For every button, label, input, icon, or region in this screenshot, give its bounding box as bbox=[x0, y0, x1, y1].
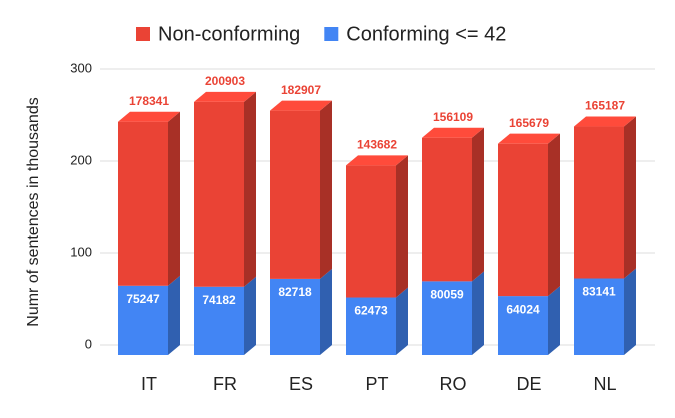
data-label: 200903 bbox=[205, 74, 245, 88]
x-tick-label: FR bbox=[213, 374, 237, 394]
data-label: 64024 bbox=[506, 302, 540, 316]
bar bbox=[270, 278, 320, 355]
bar-top bbox=[422, 127, 484, 138]
legend-label: Non-conforming bbox=[158, 23, 300, 45]
bar bbox=[118, 285, 168, 355]
y-axis-label: Numr of sentences in thousands bbox=[25, 97, 42, 326]
x-tick-label: NL bbox=[593, 374, 616, 394]
bar-side bbox=[320, 268, 332, 355]
bar-top bbox=[498, 133, 560, 144]
bar bbox=[346, 297, 396, 355]
data-label: 182907 bbox=[281, 83, 321, 97]
data-label: 156109 bbox=[433, 110, 473, 124]
bar bbox=[498, 143, 548, 297]
bar-side bbox=[320, 100, 332, 279]
x-tick-label: IT bbox=[141, 374, 157, 394]
bar bbox=[346, 165, 396, 298]
bar-side bbox=[472, 127, 484, 282]
data-label: 165187 bbox=[585, 99, 625, 113]
data-label: 80059 bbox=[430, 288, 464, 302]
bar bbox=[422, 281, 472, 355]
data-label: 165679 bbox=[509, 116, 549, 130]
y-tick-label: 100 bbox=[70, 244, 92, 259]
data-label: 75247 bbox=[126, 292, 160, 306]
bar-top bbox=[194, 91, 256, 102]
y-tick-label: 300 bbox=[70, 60, 92, 75]
bar-side bbox=[244, 276, 256, 355]
y-tick-label: 200 bbox=[70, 152, 92, 167]
x-tick-label: ES bbox=[289, 374, 313, 394]
bar bbox=[194, 101, 244, 287]
bar-side bbox=[396, 155, 408, 298]
bar bbox=[498, 296, 548, 355]
bar-side bbox=[396, 287, 408, 355]
bar bbox=[422, 137, 472, 282]
x-tick-label: DE bbox=[516, 374, 541, 394]
bar bbox=[194, 286, 244, 355]
bar bbox=[270, 110, 320, 279]
bar-side bbox=[472, 271, 484, 355]
data-label: 178341 bbox=[129, 94, 169, 108]
bar-side bbox=[244, 91, 256, 287]
data-label: 74182 bbox=[202, 293, 236, 307]
bar bbox=[118, 121, 168, 286]
bar-side bbox=[168, 275, 180, 355]
bar bbox=[574, 126, 624, 279]
bar bbox=[574, 278, 624, 355]
bar-side bbox=[624, 116, 636, 279]
bar-side bbox=[624, 268, 636, 355]
data-label: 83141 bbox=[582, 285, 616, 299]
bar-side bbox=[548, 133, 560, 297]
bar-side bbox=[548, 286, 560, 355]
data-label: 143682 bbox=[357, 138, 397, 152]
x-tick-label: RO bbox=[440, 374, 467, 394]
legend-swatch bbox=[324, 27, 339, 41]
data-label: 82718 bbox=[278, 285, 312, 299]
legend-label: Conforming <= 42 bbox=[346, 23, 506, 45]
bar-top bbox=[574, 116, 636, 127]
y-tick-label: 0 bbox=[85, 336, 92, 351]
bar-top bbox=[346, 155, 408, 166]
legend-swatch bbox=[136, 27, 150, 41]
data-label: 62473 bbox=[354, 304, 388, 318]
bar-top bbox=[118, 111, 180, 122]
bar-side bbox=[168, 111, 180, 286]
bar-top bbox=[270, 100, 332, 111]
x-tick-label: PT bbox=[365, 374, 388, 394]
